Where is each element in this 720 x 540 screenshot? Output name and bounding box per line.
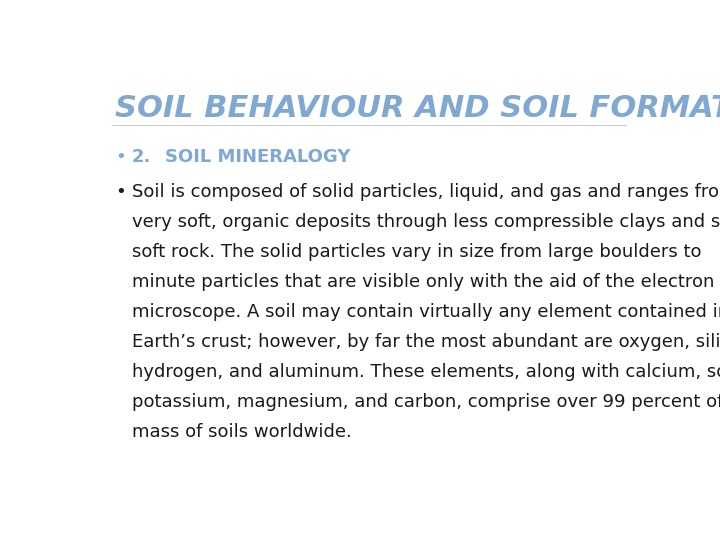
Text: minute particles that are visible only with the aid of the electron: minute particles that are visible only w…: [132, 273, 714, 291]
Text: mass of soils worldwide.: mass of soils worldwide.: [132, 423, 351, 441]
Text: very soft, organic deposits through less compressible clays and sands to: very soft, organic deposits through less…: [132, 213, 720, 231]
Text: potassium, magnesium, and carbon, comprise over 99 percent of the solid: potassium, magnesium, and carbon, compri…: [132, 393, 720, 411]
Text: SOIL BEHAVIOUR AND SOIL FORMATION: SOIL BEHAVIOUR AND SOIL FORMATION: [115, 94, 720, 123]
Text: Soil is composed of solid particles, liquid, and gas and ranges from: Soil is composed of solid particles, liq…: [132, 183, 720, 201]
Text: 2.: 2.: [132, 148, 151, 166]
Text: Earth’s crust; however, by far the most abundant are oxygen, silicon: Earth’s crust; however, by far the most …: [132, 333, 720, 351]
Text: •: •: [115, 183, 126, 201]
Text: microscope. A soil may contain virtually any element contained in: microscope. A soil may contain virtually…: [132, 303, 720, 321]
Text: hydrogen, and aluminum. These elements, along with calcium, sodium,: hydrogen, and aluminum. These elements, …: [132, 363, 720, 381]
Text: SOIL MINERALOGY: SOIL MINERALOGY: [166, 148, 351, 166]
Text: •: •: [115, 148, 126, 166]
Text: soft rock. The solid particles vary in size from large boulders to: soft rock. The solid particles vary in s…: [132, 243, 701, 261]
